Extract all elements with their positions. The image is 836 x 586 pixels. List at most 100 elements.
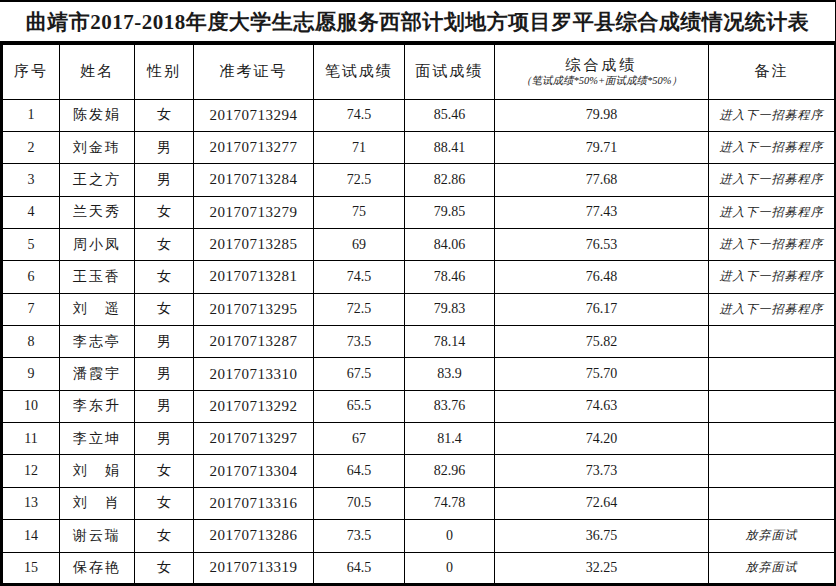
header-name: 姓名 — [60, 43, 135, 99]
cell-remark — [709, 390, 836, 422]
cell-no: 9 — [2, 358, 60, 390]
cell-interview-score: 0 — [405, 520, 495, 552]
cell-interview-score: 82.96 — [405, 455, 495, 487]
cell-no: 3 — [2, 164, 60, 196]
table-row: 8 李志亭 男 20170713287 73.5 78.14 75.82 — [2, 326, 836, 358]
cell-written-score: 65.5 — [314, 390, 405, 422]
table-row: 11 李立坤 男 20170713297 67 81.4 74.20 — [2, 423, 836, 455]
cell-remark: 进入下一招募程序 — [709, 131, 836, 163]
header-composite-main: 综合成绩 — [497, 56, 706, 76]
cell-remark: 放弃面试 — [709, 520, 836, 552]
cell-gender: 女 — [135, 455, 194, 487]
cell-gender: 女 — [135, 196, 194, 228]
cell-interview-score: 83.76 — [405, 390, 495, 422]
cell-exam-id: 20170713286 — [194, 520, 314, 552]
cell-written-score: 72.5 — [314, 293, 405, 325]
cell-name: 王之方 — [60, 164, 135, 196]
cell-name: 谢云瑞 — [60, 520, 135, 552]
cell-gender: 女 — [135, 261, 194, 293]
cell-gender: 女 — [135, 520, 194, 552]
cell-composite-score: 79.71 — [495, 131, 709, 163]
cell-interview-score: 85.46 — [405, 99, 495, 131]
table-row: 7 刘 遥 女 20170713295 72.5 79.83 76.17 进入下… — [2, 293, 836, 325]
cell-composite-score: 79.98 — [495, 99, 709, 131]
cell-written-score: 73.5 — [314, 520, 405, 552]
cell-no: 15 — [2, 552, 60, 584]
cell-name: 王玉香 — [60, 261, 135, 293]
cell-composite-score: 72.64 — [495, 487, 709, 519]
header-interview-score: 面试成绩 — [405, 43, 495, 99]
header-exam-id: 准考证号 — [194, 43, 314, 99]
cell-remark — [709, 487, 836, 519]
cell-gender: 男 — [135, 358, 194, 390]
cell-no: 14 — [2, 520, 60, 552]
cell-written-score: 64.5 — [314, 455, 405, 487]
table-row: 10 李东升 男 20170713292 65.5 83.76 74.63 — [2, 390, 836, 422]
cell-gender: 女 — [135, 293, 194, 325]
cell-interview-score: 81.4 — [405, 423, 495, 455]
cell-interview-score: 88.41 — [405, 131, 495, 163]
cell-remark: 进入下一招募程序 — [709, 261, 836, 293]
cell-no: 13 — [2, 487, 60, 519]
cell-no: 1 — [2, 99, 60, 131]
cell-exam-id: 20170713285 — [194, 228, 314, 260]
cell-exam-id: 20170713310 — [194, 358, 314, 390]
cell-name: 兰天秀 — [60, 196, 135, 228]
cell-no: 11 — [2, 423, 60, 455]
table-row: 6 王玉香 女 20170713281 74.5 78.46 76.48 进入下… — [2, 261, 836, 293]
cell-gender: 男 — [135, 131, 194, 163]
cell-no: 5 — [2, 228, 60, 260]
cell-remark: 进入下一招募程序 — [709, 293, 836, 325]
cell-name: 刘金玮 — [60, 131, 135, 163]
cell-exam-id: 20170713304 — [194, 455, 314, 487]
cell-remark: 放弃面试 — [709, 552, 836, 584]
table-row: 14 谢云瑞 女 20170713286 73.5 0 36.75 放弃面试 — [2, 520, 836, 552]
cell-composite-score: 77.68 — [495, 164, 709, 196]
cell-written-score: 70.5 — [314, 487, 405, 519]
cell-no: 4 — [2, 196, 60, 228]
cell-no: 8 — [2, 326, 60, 358]
cell-name: 李立坤 — [60, 423, 135, 455]
cell-composite-score: 73.73 — [495, 455, 709, 487]
cell-remark: 进入下一招募程序 — [709, 164, 836, 196]
table-row: 3 王之方 男 20170713284 72.5 82.86 77.68 进入下… — [2, 164, 836, 196]
cell-written-score: 75 — [314, 196, 405, 228]
cell-gender: 男 — [135, 326, 194, 358]
cell-written-score: 64.5 — [314, 552, 405, 584]
table-row: 15 保存艳 女 20170713319 64.5 0 32.25 放弃面试 — [2, 552, 836, 584]
cell-written-score: 69 — [314, 228, 405, 260]
cell-name: 周小凤 — [60, 228, 135, 260]
header-written-score: 笔试成绩 — [314, 43, 405, 99]
table-row: 9 潘霞宇 男 20170713310 67.5 83.9 75.70 — [2, 358, 836, 390]
cell-composite-score: 77.43 — [495, 196, 709, 228]
cell-interview-score: 83.9 — [405, 358, 495, 390]
cell-exam-id: 20170713281 — [194, 261, 314, 293]
cell-name: 李东升 — [60, 390, 135, 422]
cell-interview-score: 79.85 — [405, 196, 495, 228]
header-gender: 性别 — [135, 43, 194, 99]
cell-remark — [709, 423, 836, 455]
cell-exam-id: 20170713319 — [194, 552, 314, 584]
page-title: 曲靖市2017-2018年度大学生志愿服务西部计划地方项目罗平县综合成绩情况统计… — [0, 0, 836, 41]
cell-name: 刘 肖 — [60, 487, 135, 519]
cell-gender: 男 — [135, 164, 194, 196]
cell-gender: 女 — [135, 552, 194, 584]
cell-remark: 进入下一招募程序 — [709, 196, 836, 228]
cell-remark — [709, 455, 836, 487]
cell-exam-id: 20170713287 — [194, 326, 314, 358]
cell-no: 7 — [2, 293, 60, 325]
cell-composite-score: 32.25 — [495, 552, 709, 584]
cell-exam-id: 20170713297 — [194, 423, 314, 455]
cell-no: 2 — [2, 131, 60, 163]
header-no: 序号 — [2, 43, 60, 99]
cell-gender: 女 — [135, 99, 194, 131]
table-body: 1 陈发娟 女 20170713294 74.5 85.46 79.98 进入下… — [2, 99, 836, 585]
table-row: 5 周小凤 女 20170713285 69 84.06 76.53 进入下一招… — [2, 228, 836, 260]
cell-exam-id: 20170713292 — [194, 390, 314, 422]
cell-exam-id: 20170713295 — [194, 293, 314, 325]
cell-written-score: 72.5 — [314, 164, 405, 196]
table-row: 2 刘金玮 男 20170713277 71 88.41 79.71 进入下一招… — [2, 131, 836, 163]
cell-remark: 进入下一招募程序 — [709, 99, 836, 131]
cell-no: 6 — [2, 261, 60, 293]
table-row: 1 陈发娟 女 20170713294 74.5 85.46 79.98 进入下… — [2, 99, 836, 131]
